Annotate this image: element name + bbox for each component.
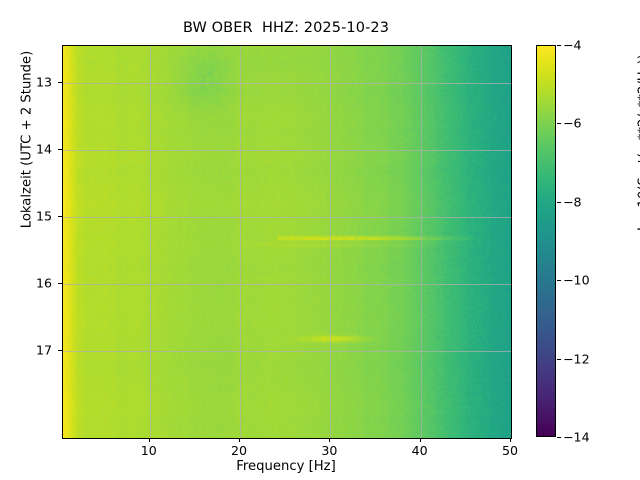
colorbar-ticklabel: −8 bbox=[563, 194, 582, 210]
x-axis-label: Frequency [Hz] bbox=[236, 459, 336, 474]
colorbar-ticklabel: −10 bbox=[563, 272, 590, 288]
colorbar-tick bbox=[557, 437, 561, 438]
x-axis-tick bbox=[329, 438, 331, 442]
colorbar-label: Log10(Sqrt(m**2/s**2/Hz)) bbox=[636, 54, 640, 231]
y-axis-tick bbox=[58, 148, 62, 150]
x-axis-ticklabel: 10 bbox=[140, 443, 157, 458]
x-axis-tick bbox=[419, 438, 421, 442]
y-axis-ticklabel: 13 bbox=[35, 74, 52, 90]
x-axis-ticklabel: 50 bbox=[501, 443, 519, 458]
y-axis-tick bbox=[58, 349, 62, 351]
y-axis-ticklabel: 14 bbox=[35, 141, 52, 157]
x-axis-tick bbox=[148, 438, 150, 442]
y-axis-ticklabel: 15 bbox=[35, 208, 52, 224]
colorbar-tick bbox=[557, 123, 561, 124]
x-axis-tick bbox=[239, 438, 241, 442]
x-axis-tick bbox=[510, 438, 511, 442]
colorbar-tick bbox=[557, 359, 561, 360]
colorbar-tick bbox=[557, 280, 561, 281]
x-axis-ticklabel: 30 bbox=[321, 443, 338, 458]
colorbar-ticklabel: −12 bbox=[563, 351, 590, 367]
y-axis-tick bbox=[58, 215, 62, 217]
colorbar-ticklabel: −14 bbox=[563, 429, 590, 445]
colorbar-tick bbox=[557, 45, 561, 46]
spectrogram-image bbox=[63, 46, 511, 438]
colorbar[interactable] bbox=[536, 45, 556, 437]
y-axis-tick bbox=[58, 282, 62, 284]
y-axis-label: Lokalzeit (UTC + 2 Stunde) bbox=[19, 50, 35, 229]
page-title: BW OBER HHZ: 2025-10-23 bbox=[182, 20, 390, 36]
colorbar-tick bbox=[557, 202, 561, 203]
x-axis-ticklabel: 20 bbox=[231, 443, 248, 458]
gridline-vertical bbox=[511, 46, 512, 438]
x-axis-ticklabel: 40 bbox=[411, 443, 428, 458]
colorbar-gradient bbox=[536, 45, 556, 437]
y-axis-ticklabel: 16 bbox=[35, 275, 52, 291]
colorbar-ticklabel: −4 bbox=[563, 37, 582, 53]
y-axis-ticklabel: 17 bbox=[35, 342, 52, 358]
y-axis-tick bbox=[58, 81, 62, 83]
colorbar-ticklabel: −6 bbox=[563, 115, 582, 131]
spectrogram-plot-area[interactable] bbox=[62, 45, 512, 439]
